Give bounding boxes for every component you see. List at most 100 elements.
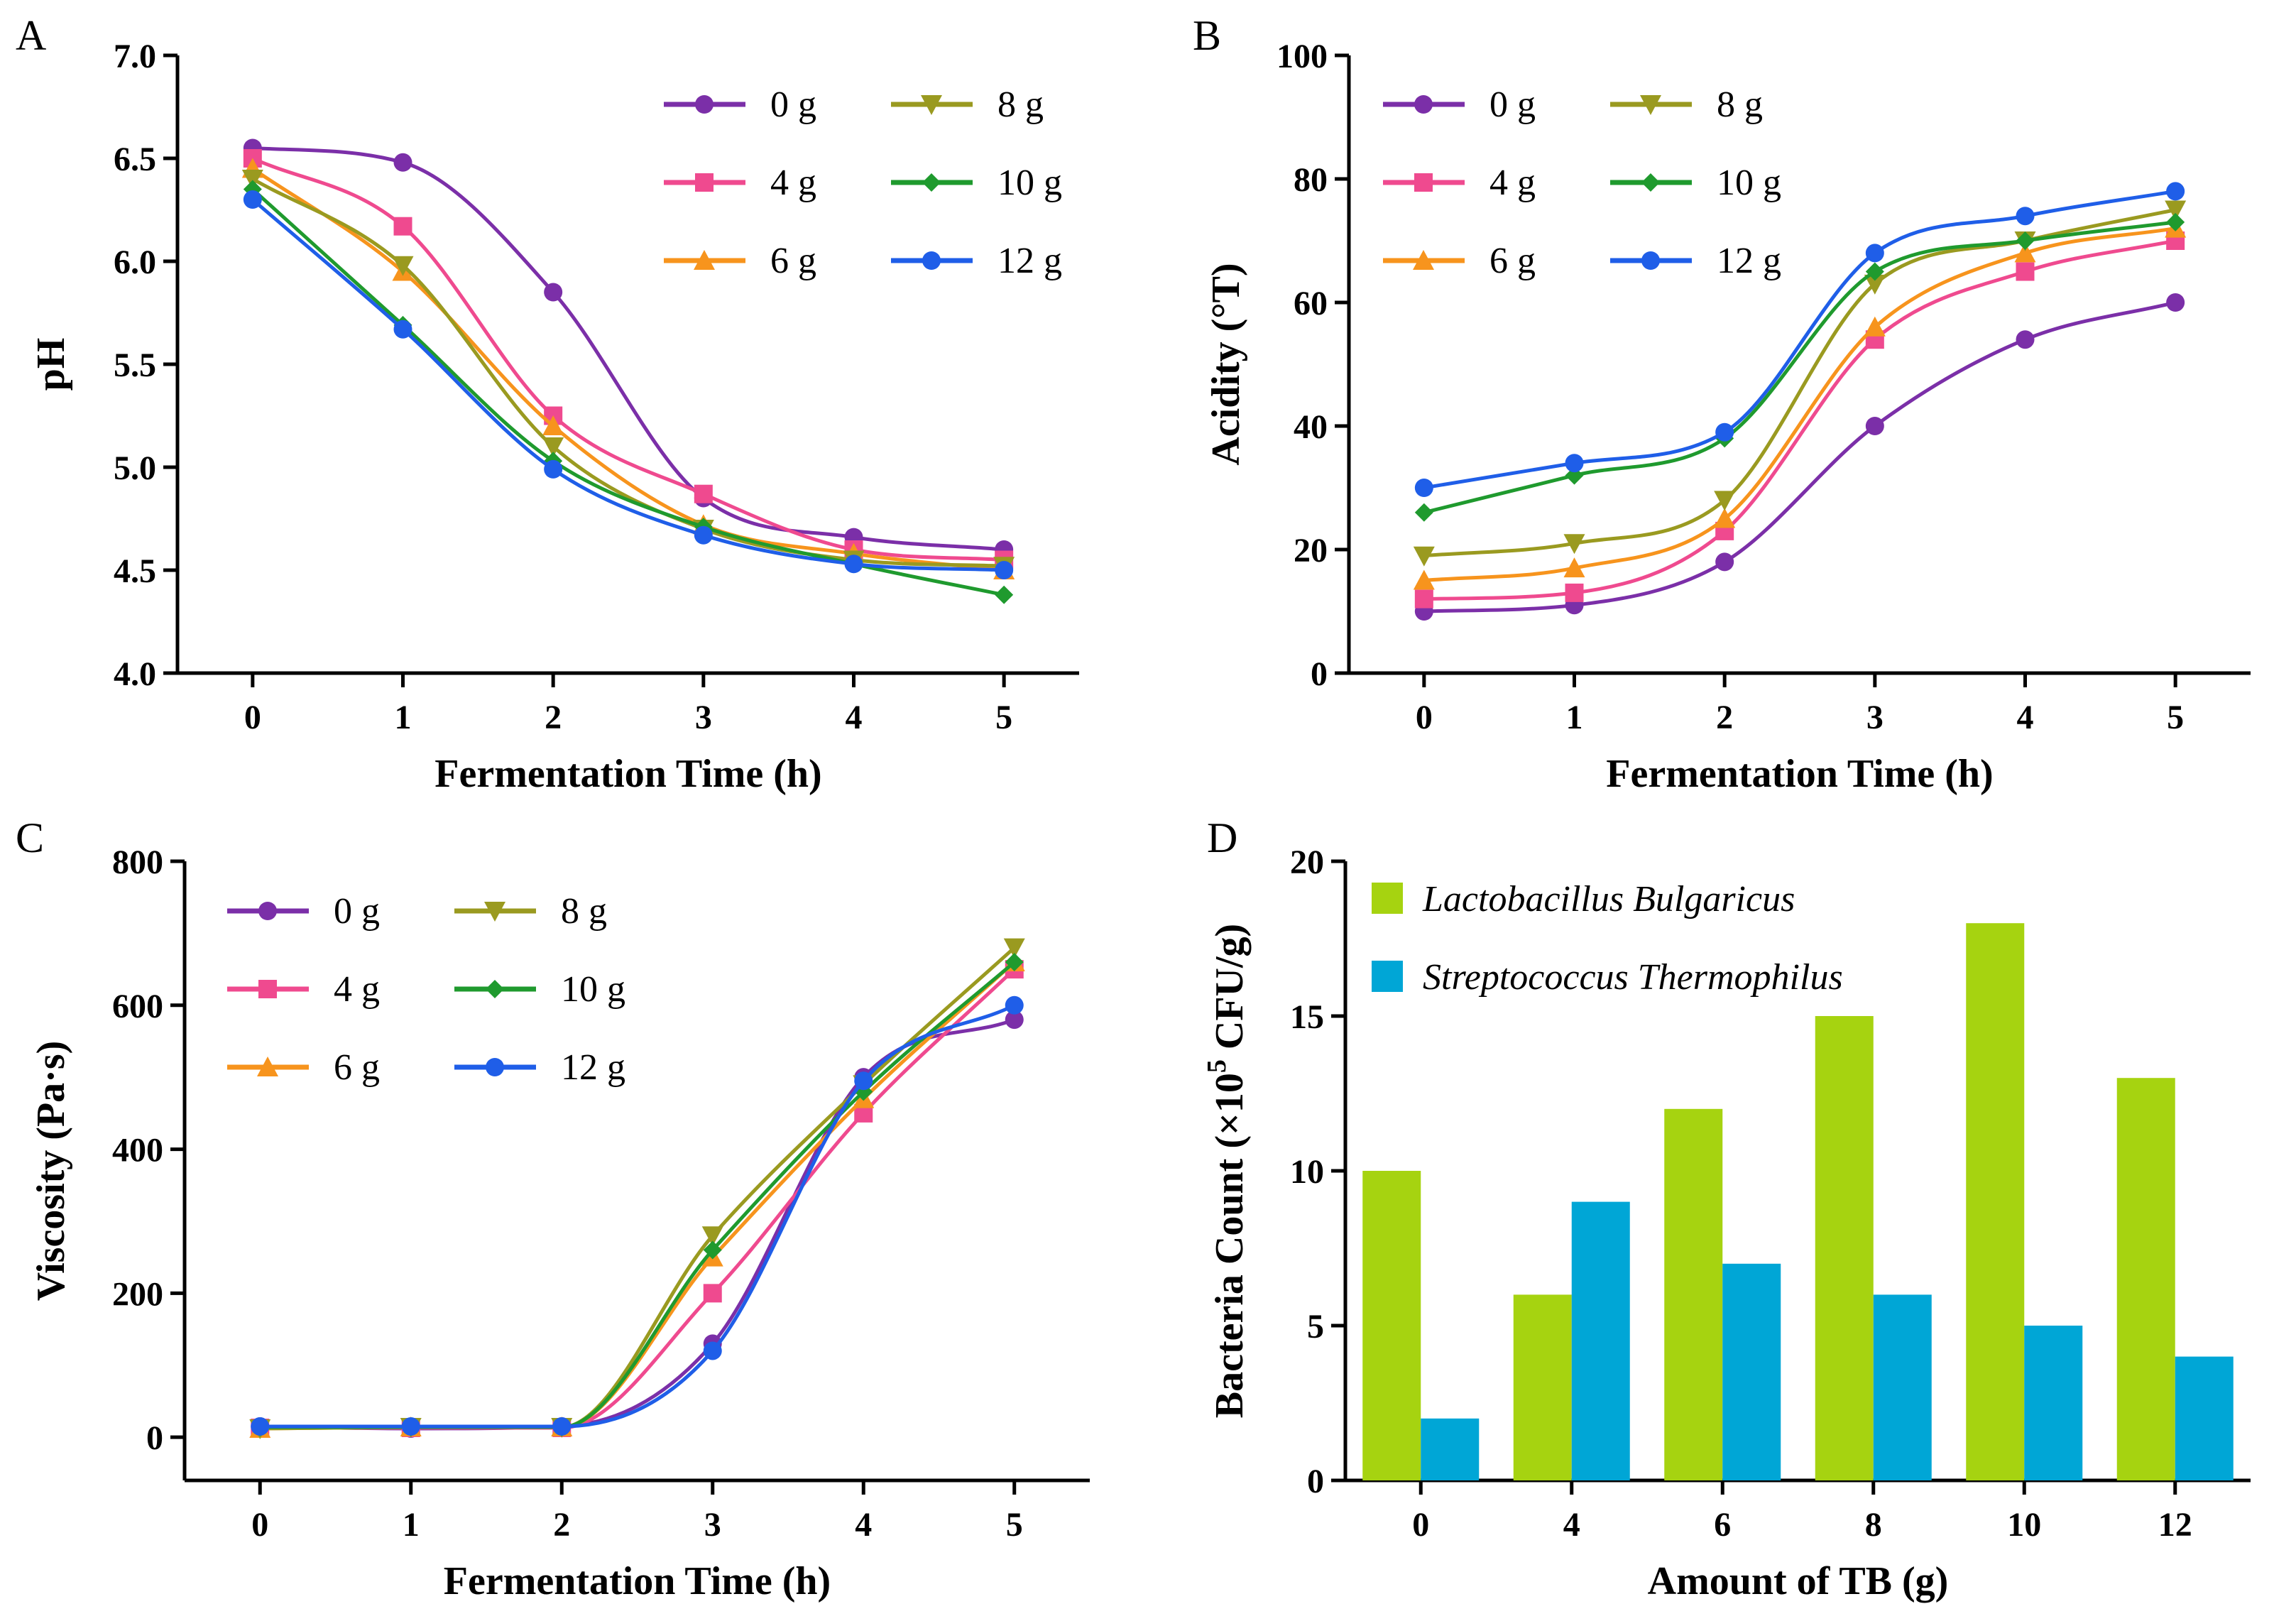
y-tick-label: 20 <box>1294 532 1328 569</box>
y-axis-label: Viscosity (Pa·s) <box>29 1041 73 1301</box>
data-point <box>1715 552 1734 572</box>
legend-label: 8 g <box>1717 84 1763 125</box>
bar-lactobacillus-bulgaricus <box>1966 923 2025 1480</box>
legend-marker <box>695 173 714 192</box>
series-line-4-g <box>1423 239 2176 601</box>
series-0-g <box>1414 293 2185 621</box>
data-point <box>1865 262 1884 281</box>
y-tick-label: 100 <box>1277 38 1328 75</box>
x-tick-label: 8 <box>1865 1506 1882 1544</box>
legend-item-10-g: 10 g <box>454 969 625 1010</box>
legend-marker <box>1414 95 1433 114</box>
legend-item-10-g: 10 g <box>891 163 1062 203</box>
legend-marker <box>1641 173 1660 192</box>
x-tick-label: 2 <box>553 1506 570 1544</box>
legend-item-8-g: 8 g <box>891 84 1044 125</box>
legend-item-6-g: 6 g <box>664 241 816 281</box>
bar-streptococcus-thermophilus <box>2175 1356 2234 1480</box>
y-tick-label: 15 <box>1290 998 1324 1036</box>
data-point <box>2016 262 2035 281</box>
data-point <box>1864 316 1886 337</box>
data-point <box>544 459 563 479</box>
legend-item-lactobacillus-bulgaricus: Lactobacillus Bulgaricus <box>1372 879 1795 919</box>
legend-item-10-g: 10 g <box>1610 163 1781 203</box>
data-point <box>401 1417 420 1436</box>
data-point <box>703 1240 722 1260</box>
panel-letter-d: D <box>1207 814 1237 861</box>
data-point <box>392 256 414 276</box>
x-axis-label: Fermentation Time (h) <box>1606 752 1993 796</box>
x-tick-label: 3 <box>695 699 712 736</box>
x-axis-label: Amount of TB (g) <box>1648 1559 1949 1603</box>
data-point <box>2165 200 2187 221</box>
x-tick-label: 0 <box>244 699 261 736</box>
data-point <box>703 1284 722 1303</box>
series-line-10-g <box>1423 220 2176 515</box>
data-point <box>1563 557 1585 578</box>
legend-marker <box>922 173 941 192</box>
series-4-g <box>1414 231 2185 608</box>
x-tick-label: 5 <box>1006 1506 1023 1544</box>
data-point <box>2166 212 2185 231</box>
x-tick-label: 0 <box>251 1506 268 1544</box>
bar-streptococcus-thermophilus <box>1873 1294 1932 1480</box>
legend-label: 6 g <box>334 1047 380 1088</box>
data-point <box>1865 417 1884 435</box>
data-point <box>552 1417 572 1436</box>
legend-marker <box>486 980 504 998</box>
data-point <box>393 153 412 172</box>
legend-label: 12 g <box>997 241 1062 281</box>
bar-streptococcus-thermophilus <box>1722 1263 1781 1480</box>
y-tick-label: 10 <box>1290 1153 1324 1191</box>
y-tick-label: 0 <box>1307 1463 1324 1500</box>
y-tick-label: 5.5 <box>114 346 156 384</box>
legend-marker <box>695 95 714 114</box>
x-axis-label: Fermentation Time (h) <box>434 752 821 796</box>
x-tick-label: 4 <box>2017 699 2034 736</box>
data-point <box>2014 242 2036 263</box>
series-line-12-g <box>1423 189 2176 490</box>
x-tick-label: 2 <box>545 699 562 736</box>
legend-marker <box>486 1058 504 1076</box>
data-point <box>393 320 412 339</box>
legend-item-6-g: 6 g <box>1383 241 1536 281</box>
y-tick-label: 7.0 <box>114 38 156 75</box>
x-tick-label: 4 <box>855 1506 872 1544</box>
x-tick-label: 0 <box>1412 1506 1429 1544</box>
y-axis-label-sup: 5 <box>1202 1059 1232 1073</box>
data-point <box>243 190 262 209</box>
data-point <box>251 1417 270 1436</box>
y-tick-label: 0 <box>146 1419 163 1457</box>
legend-label: 10 g <box>561 969 625 1010</box>
y-axis-label: Bacteria Count (×105 CFU/g) <box>1202 924 1252 1418</box>
bar-lactobacillus-bulgaricus <box>2116 1078 2175 1480</box>
legend-marker <box>1640 95 1661 115</box>
legend-item-0-g: 0 g <box>1383 84 1536 125</box>
y-tick-label: 5.0 <box>114 449 156 487</box>
x-tick-label: 12 <box>2158 1506 2192 1544</box>
legend-marker <box>1413 250 1434 270</box>
series-line-6-g <box>1423 226 2176 582</box>
data-point <box>1864 274 1886 295</box>
y-tick-label: 60 <box>1294 285 1328 322</box>
legend-marker <box>922 251 941 270</box>
y-tick-label: 4.0 <box>114 655 156 693</box>
x-tick-label: 4 <box>1563 1506 1580 1544</box>
legend-label: 4 g <box>334 969 380 1010</box>
legend-label: 6 g <box>1489 241 1536 281</box>
series-12-g <box>251 995 1024 1436</box>
legend-label: 10 g <box>1717 163 1781 203</box>
legend-item-12-g: 12 g <box>891 241 1062 281</box>
series-line-10-g <box>251 187 1005 597</box>
data-point <box>854 1071 873 1091</box>
data-point <box>694 484 713 503</box>
x-tick-label: 5 <box>995 699 1012 736</box>
legend-marker <box>694 250 715 270</box>
legend-label: Lactobacillus Bulgaricus <box>1422 879 1795 919</box>
y-tick-label: 0 <box>1311 655 1328 693</box>
y-tick-label: 600 <box>112 988 163 1025</box>
panel-letter-c: C <box>16 814 44 861</box>
data-point <box>1413 569 1435 590</box>
data-point <box>844 555 863 574</box>
